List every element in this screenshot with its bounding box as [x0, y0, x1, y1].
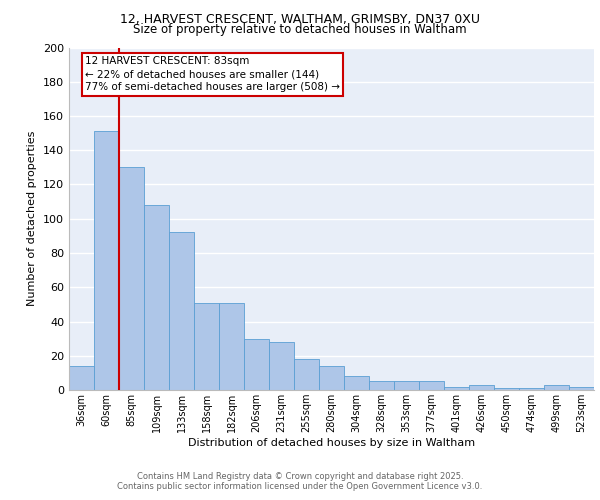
Bar [394, 382, 419, 390]
Bar [444, 386, 469, 390]
Bar [519, 388, 544, 390]
Bar [244, 338, 269, 390]
Bar [269, 342, 294, 390]
Bar [319, 366, 344, 390]
Bar [94, 132, 119, 390]
Bar [294, 359, 319, 390]
Bar [169, 232, 194, 390]
Bar [219, 302, 244, 390]
Bar [419, 382, 444, 390]
Bar [344, 376, 369, 390]
Text: 12 HARVEST CRESCENT: 83sqm
← 22% of detached houses are smaller (144)
77% of sem: 12 HARVEST CRESCENT: 83sqm ← 22% of deta… [85, 56, 340, 92]
Bar [194, 302, 219, 390]
Bar [569, 386, 594, 390]
Y-axis label: Number of detached properties: Number of detached properties [28, 131, 37, 306]
Bar [369, 382, 394, 390]
Bar [544, 385, 569, 390]
Bar [469, 385, 494, 390]
Bar [144, 205, 169, 390]
Bar [494, 388, 519, 390]
Text: 12, HARVEST CRESCENT, WALTHAM, GRIMSBY, DN37 0XU: 12, HARVEST CRESCENT, WALTHAM, GRIMSBY, … [120, 12, 480, 26]
Text: Size of property relative to detached houses in Waltham: Size of property relative to detached ho… [133, 22, 467, 36]
Text: Contains HM Land Registry data © Crown copyright and database right 2025.
Contai: Contains HM Land Registry data © Crown c… [118, 472, 482, 491]
Bar [69, 366, 94, 390]
X-axis label: Distribution of detached houses by size in Waltham: Distribution of detached houses by size … [188, 438, 475, 448]
Bar [119, 168, 144, 390]
